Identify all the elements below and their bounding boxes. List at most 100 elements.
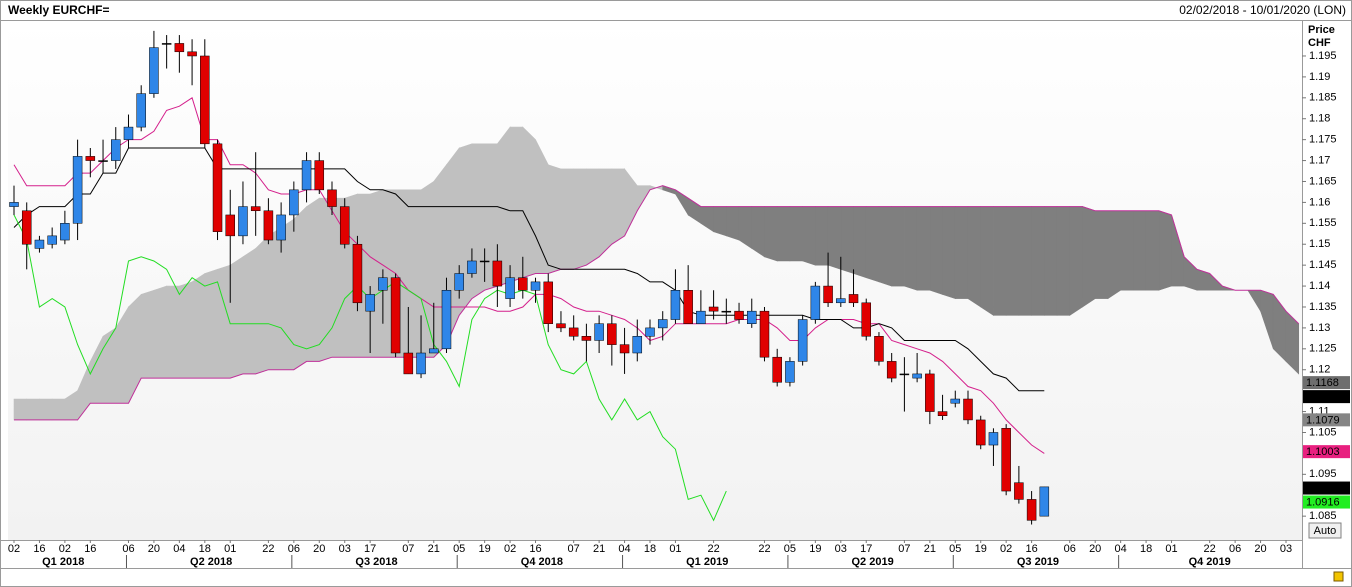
candle-body xyxy=(238,206,248,237)
candle-body xyxy=(47,235,57,245)
cloud-segment xyxy=(140,289,155,379)
y-tick-label: 1.185 xyxy=(1309,92,1337,104)
candle-body xyxy=(836,298,846,304)
x-tick-label: 04 xyxy=(173,543,185,555)
auto-button-label[interactable]: Auto xyxy=(1314,525,1337,537)
cloud-segment xyxy=(306,197,320,362)
candle-body xyxy=(250,206,261,212)
y-tick-label: 1.155 xyxy=(1309,217,1337,229)
candle-body xyxy=(543,281,553,324)
candle-body xyxy=(390,277,401,354)
quarter-label: Q2 2018 xyxy=(190,556,232,568)
candle-body xyxy=(505,277,515,299)
candle-body xyxy=(937,411,948,417)
cloud-segment xyxy=(509,126,524,283)
x-tick-label: 04 xyxy=(1115,543,1127,555)
cloud-segment xyxy=(1018,206,1032,316)
candle-body xyxy=(734,310,744,320)
x-tick-label: 07 xyxy=(568,543,580,555)
cloud-segment xyxy=(878,206,892,287)
candle-body xyxy=(123,126,134,140)
x-tick-label: 02 xyxy=(59,543,71,555)
quarter-label: Q1 2019 xyxy=(686,556,728,568)
cloud-segment xyxy=(408,189,422,358)
cloud-segment xyxy=(1031,206,1045,316)
candle-body xyxy=(568,327,579,337)
candle-body xyxy=(111,139,121,161)
x-tick-label: 01 xyxy=(224,543,236,555)
cloud-segment xyxy=(242,247,256,375)
last-value-box xyxy=(1303,413,1350,427)
last-value-box xyxy=(1303,376,1350,390)
cloud-segment xyxy=(39,398,53,421)
x-tick-label: 02 xyxy=(1000,543,1012,555)
cloud-segment xyxy=(217,264,231,379)
auto-button[interactable] xyxy=(1308,522,1342,539)
cloud-segment xyxy=(1056,206,1071,316)
cloud-segment xyxy=(1107,210,1121,300)
x-tick-label: 22 xyxy=(758,543,770,555)
cloud-segment xyxy=(179,281,193,379)
candle-body xyxy=(708,306,719,312)
candle-body xyxy=(861,302,871,337)
candle-body xyxy=(200,55,210,145)
y-tick-label: 1.19 xyxy=(1309,71,1330,83)
candle-body xyxy=(823,285,833,304)
corner-icon xyxy=(1333,571,1344,582)
chart-title: Weekly EURCHF= xyxy=(8,3,109,17)
candle-body xyxy=(1001,428,1011,492)
x-tick-label: 06 xyxy=(122,543,134,555)
cloud-segment xyxy=(853,206,867,279)
y-tick-label: 1.105 xyxy=(1309,426,1337,438)
candle-body xyxy=(619,344,630,354)
cloud-segment xyxy=(369,189,384,358)
y-axis-label: Price xyxy=(1308,24,1335,36)
x-tick-label: 05 xyxy=(949,543,961,555)
axes: 1.195 1.19 1.185 1.18 1.175 1.17 1.165 1.16 1.15… xyxy=(8,50,1337,568)
candle-body xyxy=(950,398,961,404)
x-tick-label: 22 xyxy=(1204,543,1216,555)
last-value-label: 1.1003 xyxy=(1306,446,1340,458)
x-tick-label: 19 xyxy=(975,543,987,555)
candle-body xyxy=(263,210,274,241)
cloud-segment xyxy=(1005,206,1020,316)
quarter-label: Q3 2018 xyxy=(355,556,397,568)
x-tick-label: 20 xyxy=(1254,543,1266,555)
x-tick-label: 19 xyxy=(479,543,491,555)
candle-body xyxy=(848,294,859,304)
x-tick-label: 16 xyxy=(33,543,45,555)
y-tick-label: 1.165 xyxy=(1309,175,1337,187)
candle-body xyxy=(289,189,299,216)
candle-body xyxy=(225,214,235,237)
candle-body xyxy=(34,239,45,249)
x-tick-label: 21 xyxy=(593,543,605,555)
candle-body xyxy=(161,43,172,45)
x-tick-label: 01 xyxy=(1165,543,1177,555)
candle-body xyxy=(441,289,452,350)
candle-body xyxy=(327,189,337,207)
x-tick-label: 22 xyxy=(262,543,274,555)
y-tick-label: 1.15 xyxy=(1309,238,1330,250)
candle-body xyxy=(136,93,146,128)
candle-body xyxy=(454,273,464,291)
last-value-box xyxy=(1303,390,1350,404)
candle-body xyxy=(339,206,350,245)
cloud-segment xyxy=(51,398,66,421)
cloud-segment xyxy=(967,206,982,308)
cloud-segment xyxy=(1094,210,1109,299)
cloud-segment xyxy=(764,206,778,262)
x-tick-label: 20 xyxy=(1089,543,1101,555)
last-value-label: 1.1079 xyxy=(1306,414,1340,426)
cloud-segment xyxy=(802,206,816,266)
candle-body xyxy=(98,160,108,162)
x-tick-label: 18 xyxy=(644,543,656,555)
x-tick-label: 20 xyxy=(148,543,160,555)
date-range: 02/02/2018 - 10/01/2020 (LON) xyxy=(1179,3,1346,17)
cloud-segment xyxy=(598,168,613,258)
candle-body xyxy=(785,361,795,383)
y-tick-label: 1.145 xyxy=(1309,259,1337,271)
x-tick-label: 03 xyxy=(835,543,847,555)
last-value-label: 1.1168 xyxy=(1306,377,1339,389)
candle-body xyxy=(772,356,782,383)
x-tick-label: 21 xyxy=(924,543,936,555)
